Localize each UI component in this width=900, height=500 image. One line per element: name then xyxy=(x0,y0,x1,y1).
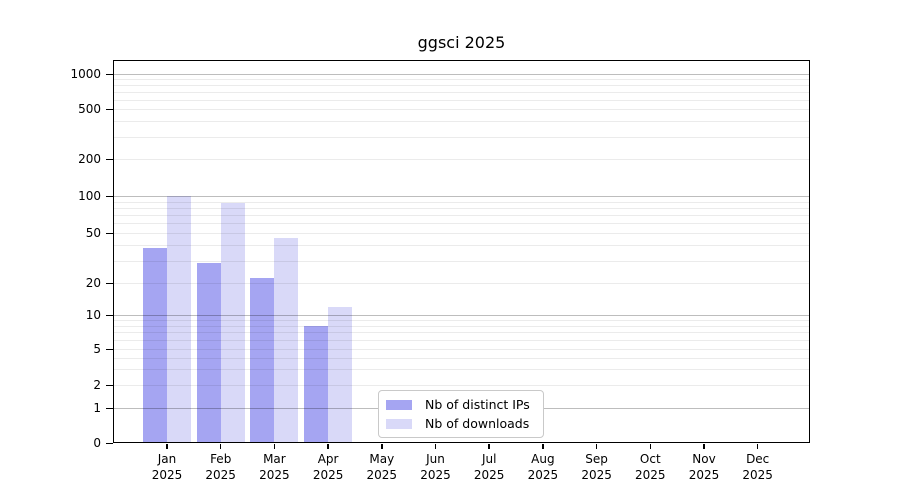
y-tick-mark xyxy=(106,348,113,350)
y-tick-label: 50 xyxy=(85,226,101,240)
legend-label-distinct-ips: Nb of distinct IPs xyxy=(425,397,530,412)
gridline-minor xyxy=(113,326,810,327)
x-tick-mark xyxy=(649,444,652,449)
x-tick-mark xyxy=(488,444,490,449)
bar-distinct-ips-jan-2025 xyxy=(143,247,167,443)
legend-entry-distinct-ips: Nb of distinct IPs xyxy=(386,397,543,412)
plot-area xyxy=(113,60,810,443)
gridline-minor xyxy=(113,233,810,234)
x-tick-mark xyxy=(542,444,544,449)
y-tick-mark xyxy=(106,384,113,386)
legend: Nb of distinct IPs Nb of downloads xyxy=(378,390,544,438)
x-tick-label: Dec 2025 xyxy=(742,452,773,482)
x-tick-label: Aug 2025 xyxy=(527,452,559,482)
chart-title: ggsci 2025 xyxy=(417,33,506,52)
x-tick-label: Jul 2025 xyxy=(473,452,505,482)
bar-downloads-jan-2025 xyxy=(167,196,191,443)
gridline-major xyxy=(113,315,810,316)
y-tick-mark xyxy=(106,108,113,110)
gridline-minor xyxy=(113,208,810,209)
gridline-minor xyxy=(113,100,810,101)
y-tick-mark xyxy=(106,282,113,284)
gridline-minor xyxy=(113,340,810,341)
gridline-minor xyxy=(113,245,810,246)
x-tick-label: Mar 2025 xyxy=(259,452,290,482)
legend-label-downloads: Nb of downloads xyxy=(425,416,530,431)
x-tick-label: Jan 2025 xyxy=(151,452,183,482)
x-tick-label: Apr 2025 xyxy=(312,452,344,482)
y-tick-mark xyxy=(106,73,113,75)
y-tick-mark xyxy=(106,407,113,409)
gridline-major xyxy=(113,74,810,75)
legend-entry-downloads: Nb of downloads xyxy=(386,416,543,431)
y-tick-label: 200 xyxy=(78,152,101,166)
y-tick-mark xyxy=(106,158,113,160)
gridline-minor xyxy=(113,349,810,350)
bar-distinct-ips-apr-2025 xyxy=(304,325,329,443)
gridline-minor xyxy=(113,261,810,262)
gridline-minor xyxy=(113,202,810,203)
legend-swatch-downloads xyxy=(386,418,412,429)
x-tick-mark xyxy=(273,444,276,449)
x-tick-label: Oct 2025 xyxy=(635,452,666,482)
bar-downloads-feb-2025 xyxy=(220,203,245,443)
gridline-minor xyxy=(113,358,810,359)
gridline-major xyxy=(113,196,810,197)
x-tick-mark xyxy=(219,444,222,449)
gridline-minor xyxy=(113,109,810,110)
x-tick-label: Sep 2025 xyxy=(581,452,612,482)
x-tick-label: Feb 2025 xyxy=(205,452,236,482)
y-tick-label: 5 xyxy=(93,342,101,356)
gridline-minor xyxy=(113,332,810,333)
bar-distinct-ips-feb-2025 xyxy=(196,262,221,443)
gridline-minor xyxy=(113,369,810,370)
bar-downloads-mar-2025 xyxy=(274,237,299,443)
x-tick-mark xyxy=(381,444,383,449)
gridline-minor xyxy=(113,215,810,216)
y-tick-label: 500 xyxy=(78,102,101,116)
gridline-minor xyxy=(113,320,810,321)
legend-swatch-distinct-ips xyxy=(386,399,412,410)
x-tick-label: Jun 2025 xyxy=(420,452,451,482)
x-tick-mark xyxy=(166,444,168,449)
gridline-minor xyxy=(113,223,810,224)
y-tick-label: 20 xyxy=(85,276,101,290)
x-tick-mark xyxy=(703,444,705,449)
gridline-minor xyxy=(113,159,810,160)
y-tick-label: 0 xyxy=(93,436,101,450)
gridline-minor xyxy=(113,92,810,93)
x-tick-mark xyxy=(756,444,759,449)
x-tick-mark xyxy=(595,444,598,449)
x-tick-label: Nov 2025 xyxy=(688,452,720,482)
y-tick-mark xyxy=(106,232,113,234)
y-tick-label: 100 xyxy=(78,189,101,203)
y-tick-label: 1 xyxy=(93,401,101,415)
y-tick-label: 2 xyxy=(93,378,101,392)
bar-downloads-apr-2025 xyxy=(328,306,353,443)
y-tick-mark xyxy=(106,442,113,444)
y-tick-label: 1000 xyxy=(70,67,101,81)
y-tick-mark xyxy=(106,195,113,197)
x-tick-label: May 2025 xyxy=(366,452,398,482)
bar-distinct-ips-mar-2025 xyxy=(250,277,275,443)
gridline-minor xyxy=(113,85,810,86)
gridline-minor xyxy=(113,121,810,122)
y-tick-mark xyxy=(106,314,113,316)
x-tick-mark xyxy=(327,444,329,449)
gridline-minor xyxy=(113,137,810,138)
y-tick-label: 10 xyxy=(85,308,101,322)
x-tick-mark xyxy=(434,444,437,449)
gridline-minor xyxy=(113,283,810,284)
gridline-minor xyxy=(113,385,810,386)
gridline-minor xyxy=(113,79,810,80)
